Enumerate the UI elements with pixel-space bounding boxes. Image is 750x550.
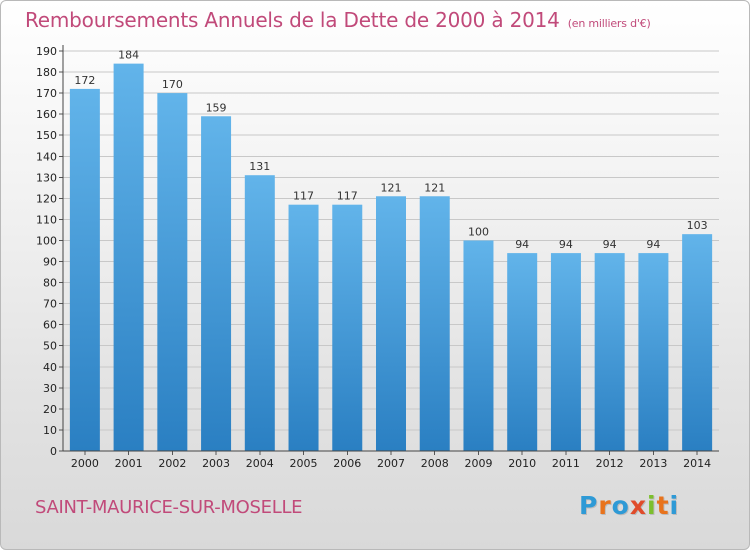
x-tick-label: 2001	[115, 457, 143, 470]
y-tick-label: 90	[43, 256, 57, 269]
y-tick-label: 140	[36, 150, 57, 163]
chart-subtitle: (en milliers d'€)	[567, 17, 651, 30]
bar	[69, 88, 100, 451]
bar	[288, 204, 319, 451]
logo-letter: P	[579, 491, 599, 520]
bar-value-label: 131	[249, 160, 270, 173]
y-tick-label: 130	[36, 171, 57, 184]
y-tick-label: 0	[50, 445, 57, 458]
logo-letter: i	[647, 491, 657, 520]
x-tick-label: 2011	[552, 457, 580, 470]
bar-value-label: 121	[381, 181, 402, 194]
x-tick-label: 2014	[683, 457, 711, 470]
commune-name: SAINT-MAURICE-SUR-MOSELLE	[35, 497, 303, 518]
logo-letter: r	[598, 491, 612, 520]
bar	[594, 253, 625, 451]
bar-value-label: 117	[337, 190, 358, 203]
bar	[682, 234, 713, 451]
bar	[550, 253, 581, 451]
logo-letter: x	[629, 491, 647, 520]
chart-title: Remboursements Annuels de la Dette de 20…	[25, 8, 651, 32]
bar-value-label: 100	[468, 225, 489, 238]
y-axis-ticks: 0 10 20 30 40 50 60 70 80 90 100 110 120 130 140 150 160…	[36, 45, 63, 458]
x-tick-label: 2012	[596, 457, 624, 470]
y-tick-label: 150	[36, 129, 57, 142]
bar-value-label: 94	[559, 238, 573, 251]
bar	[376, 196, 406, 451]
y-tick-label: 50	[43, 340, 57, 353]
logo-letter: i	[669, 491, 680, 520]
bar	[507, 253, 538, 451]
y-tick-label: 180	[36, 66, 57, 79]
y-tick-label: 40	[43, 361, 57, 374]
bar-value-label: 94	[646, 238, 660, 251]
bar	[463, 240, 494, 451]
x-tick-label: 2010	[508, 457, 536, 470]
axes	[62, 45, 719, 452]
bar-value-label: 103	[687, 219, 708, 232]
y-tick-label: 30	[43, 382, 57, 395]
y-tick-label: 170	[36, 87, 57, 100]
title-text: Remboursements Annuels de la Dette de 20…	[25, 8, 560, 32]
y-tick-label: 100	[36, 234, 57, 247]
x-tick-label: 2005	[290, 457, 318, 470]
x-axis-ticks: 2000 2001 2002 2003 2004 2005 2006 2007 2008 2009…	[71, 451, 711, 470]
bar	[244, 175, 275, 452]
bar	[157, 93, 188, 452]
x-tick-label: 2002	[158, 457, 186, 470]
x-tick-label: 2013	[639, 457, 667, 470]
y-tick-label: 70	[43, 298, 57, 311]
x-tick-label: 2009	[464, 457, 492, 470]
bars	[69, 63, 713, 452]
bar-value-label: 94	[603, 238, 617, 251]
bar	[332, 204, 363, 451]
logo-letter: o	[611, 491, 630, 520]
x-tick-label: 2004	[246, 457, 274, 470]
bar-value-label: 159	[206, 101, 227, 114]
y-tick-label: 110	[36, 213, 57, 226]
y-tick-label: 10	[43, 424, 57, 437]
bar	[113, 63, 144, 451]
bar-value-labels: 172 184 170 159 131 117 117 121 121 100 94 94 94 94 10…	[74, 49, 707, 251]
bar-value-label: 184	[118, 49, 139, 62]
bar	[419, 196, 450, 451]
y-tick-label: 190	[36, 45, 57, 58]
x-tick-label: 2003	[202, 457, 230, 470]
y-tick-label: 60	[43, 319, 57, 332]
bar	[638, 253, 669, 451]
x-tick-label: 2000	[71, 457, 99, 470]
y-tick-label: 160	[36, 108, 57, 121]
x-tick-label: 2006	[333, 457, 361, 470]
bar-value-label: 117	[293, 190, 314, 203]
bar-value-label: 94	[515, 238, 529, 251]
bar-value-label: 172	[74, 74, 95, 87]
x-tick-label: 2008	[421, 457, 449, 470]
bar-value-label: 121	[424, 181, 445, 194]
logo-letter: t	[656, 491, 670, 520]
y-tick-label: 20	[43, 403, 57, 416]
y-tick-label: 80	[43, 277, 57, 290]
proxiti-logo: Proxiti	[579, 491, 679, 520]
bar-value-label: 170	[162, 78, 183, 91]
bar	[201, 116, 232, 452]
y-tick-label: 120	[36, 192, 57, 205]
x-tick-label: 2007	[377, 457, 405, 470]
